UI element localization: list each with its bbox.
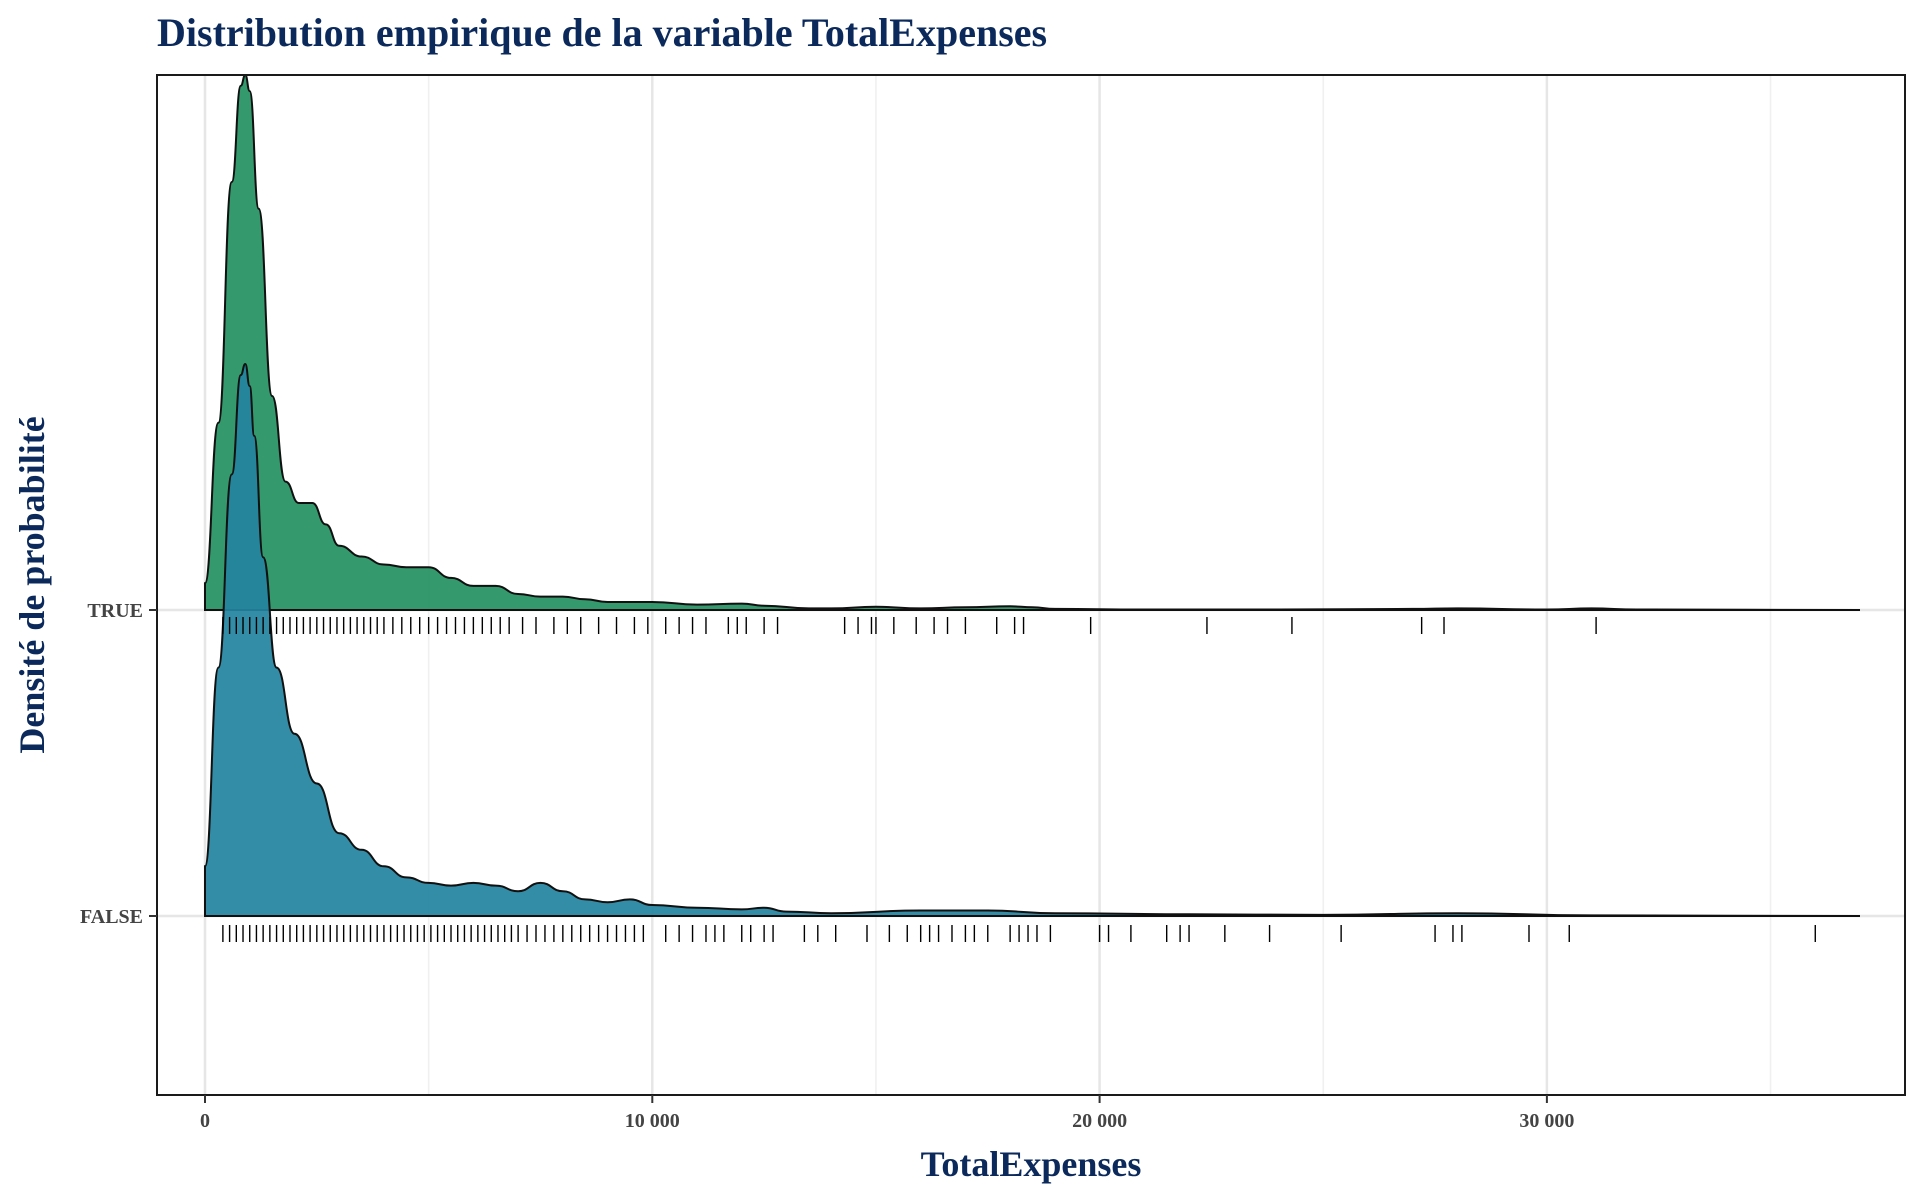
x-tick-label: 0 [200, 1110, 210, 1132]
x-tick-label: 10 000 [625, 1110, 680, 1132]
ridges [204, 73, 1861, 917]
y-axis-title: Densité de probabilité [12, 416, 52, 753]
x-tick-label: 30 000 [1519, 1110, 1574, 1132]
chart-title: Distribution empirique de la variable To… [157, 10, 1047, 55]
x-axis: 0 10 000 20 000 30 000 [200, 1095, 1574, 1132]
y-tick-label-false: FALSE [80, 906, 143, 928]
x-tick-label: 20 000 [1072, 1110, 1127, 1132]
y-axis: TRUE FALSE [80, 600, 157, 928]
rugs [222, 617, 1816, 942]
x-axis-title: TotalExpenses [921, 1144, 1142, 1184]
panel-border [156, 74, 1906, 1096]
ridge-false [204, 362, 1861, 917]
y-tick-label-true: TRUE [87, 600, 143, 622]
